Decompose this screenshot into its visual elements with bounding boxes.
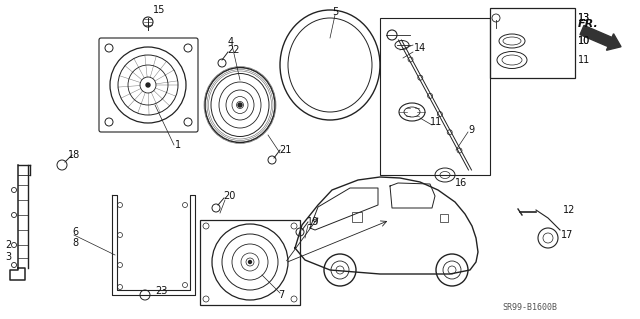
Text: 10: 10 <box>578 36 590 46</box>
Text: FR.: FR. <box>578 19 599 29</box>
Text: 17: 17 <box>561 230 573 240</box>
Text: 13: 13 <box>578 13 590 23</box>
Circle shape <box>238 103 242 107</box>
Text: 20: 20 <box>223 191 236 201</box>
Circle shape <box>248 261 252 263</box>
Text: 18: 18 <box>68 150 80 160</box>
Text: 12: 12 <box>563 205 575 215</box>
Text: 16: 16 <box>455 178 467 188</box>
Circle shape <box>146 83 150 87</box>
Bar <box>440 214 448 222</box>
Text: 15: 15 <box>153 5 165 15</box>
Text: 9: 9 <box>468 125 474 135</box>
Text: 23: 23 <box>155 286 168 296</box>
Text: SR99-B1600B: SR99-B1600B <box>502 303 557 313</box>
Text: 13: 13 <box>578 13 590 23</box>
Bar <box>490 8 575 78</box>
Text: 21: 21 <box>279 145 291 155</box>
Bar <box>200 220 300 305</box>
Text: 1: 1 <box>175 140 181 150</box>
Text: 6: 6 <box>72 227 78 237</box>
Text: 10: 10 <box>578 36 590 46</box>
Bar <box>380 18 490 175</box>
Text: 11: 11 <box>578 55 590 65</box>
Text: 22: 22 <box>227 45 239 55</box>
Text: 14: 14 <box>414 43 426 53</box>
Text: 8: 8 <box>72 238 78 248</box>
Text: 3: 3 <box>5 252 11 262</box>
Text: 11: 11 <box>430 117 442 127</box>
Text: 5: 5 <box>332 7 339 17</box>
Text: 19: 19 <box>307 217 319 227</box>
Text: 2: 2 <box>5 240 12 250</box>
FancyArrow shape <box>580 26 621 50</box>
Bar <box>352 212 362 222</box>
Text: 4: 4 <box>228 37 234 47</box>
Text: 7: 7 <box>278 290 284 300</box>
